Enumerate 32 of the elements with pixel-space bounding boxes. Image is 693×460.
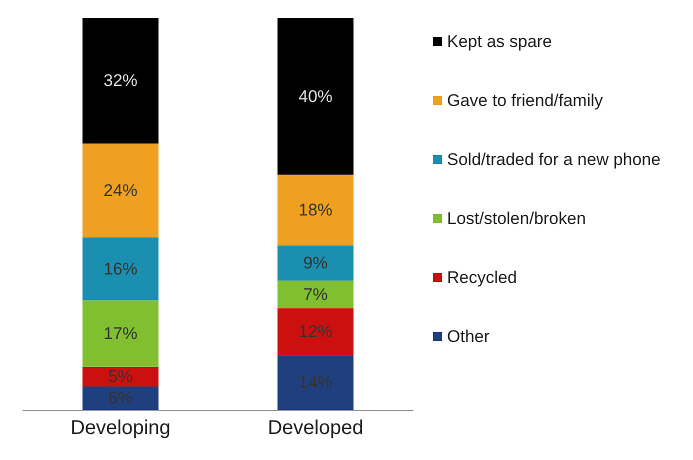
bar xyxy=(82,18,158,144)
data-label: 14% xyxy=(298,373,333,392)
data-label: 16% xyxy=(103,259,138,278)
bar xyxy=(82,143,158,238)
data-label: 5% xyxy=(108,367,133,386)
legend-label: Kept as spare xyxy=(447,32,552,51)
bar xyxy=(278,245,354,281)
data-label: 40% xyxy=(298,86,333,106)
legend-label: Lost/stolen/broken xyxy=(447,209,586,228)
legend-label: Other xyxy=(447,327,490,346)
data-label: 9% xyxy=(303,254,328,272)
data-label: 7% xyxy=(303,284,328,304)
x-tick-label: Developed xyxy=(268,417,364,439)
data-label: 24% xyxy=(103,180,138,200)
bar xyxy=(278,174,354,246)
legend-label: Recycled xyxy=(447,268,517,287)
legend-label: Gave to friend/family xyxy=(447,91,604,110)
data-label: 12% xyxy=(298,322,333,342)
bar xyxy=(82,300,158,367)
data-label: 6% xyxy=(108,388,133,408)
x-tick-label: Developing xyxy=(70,417,171,439)
bar xyxy=(278,18,354,175)
bar xyxy=(278,355,354,410)
data-label: 18% xyxy=(298,200,333,220)
bar xyxy=(82,366,158,386)
bar xyxy=(278,280,354,308)
bar xyxy=(278,308,354,356)
legend-label: Sold/traded for a new phone xyxy=(447,150,661,169)
bar xyxy=(82,386,158,410)
data-label: 32% xyxy=(103,71,138,90)
bar xyxy=(82,238,158,300)
data-label: 17% xyxy=(103,324,138,344)
